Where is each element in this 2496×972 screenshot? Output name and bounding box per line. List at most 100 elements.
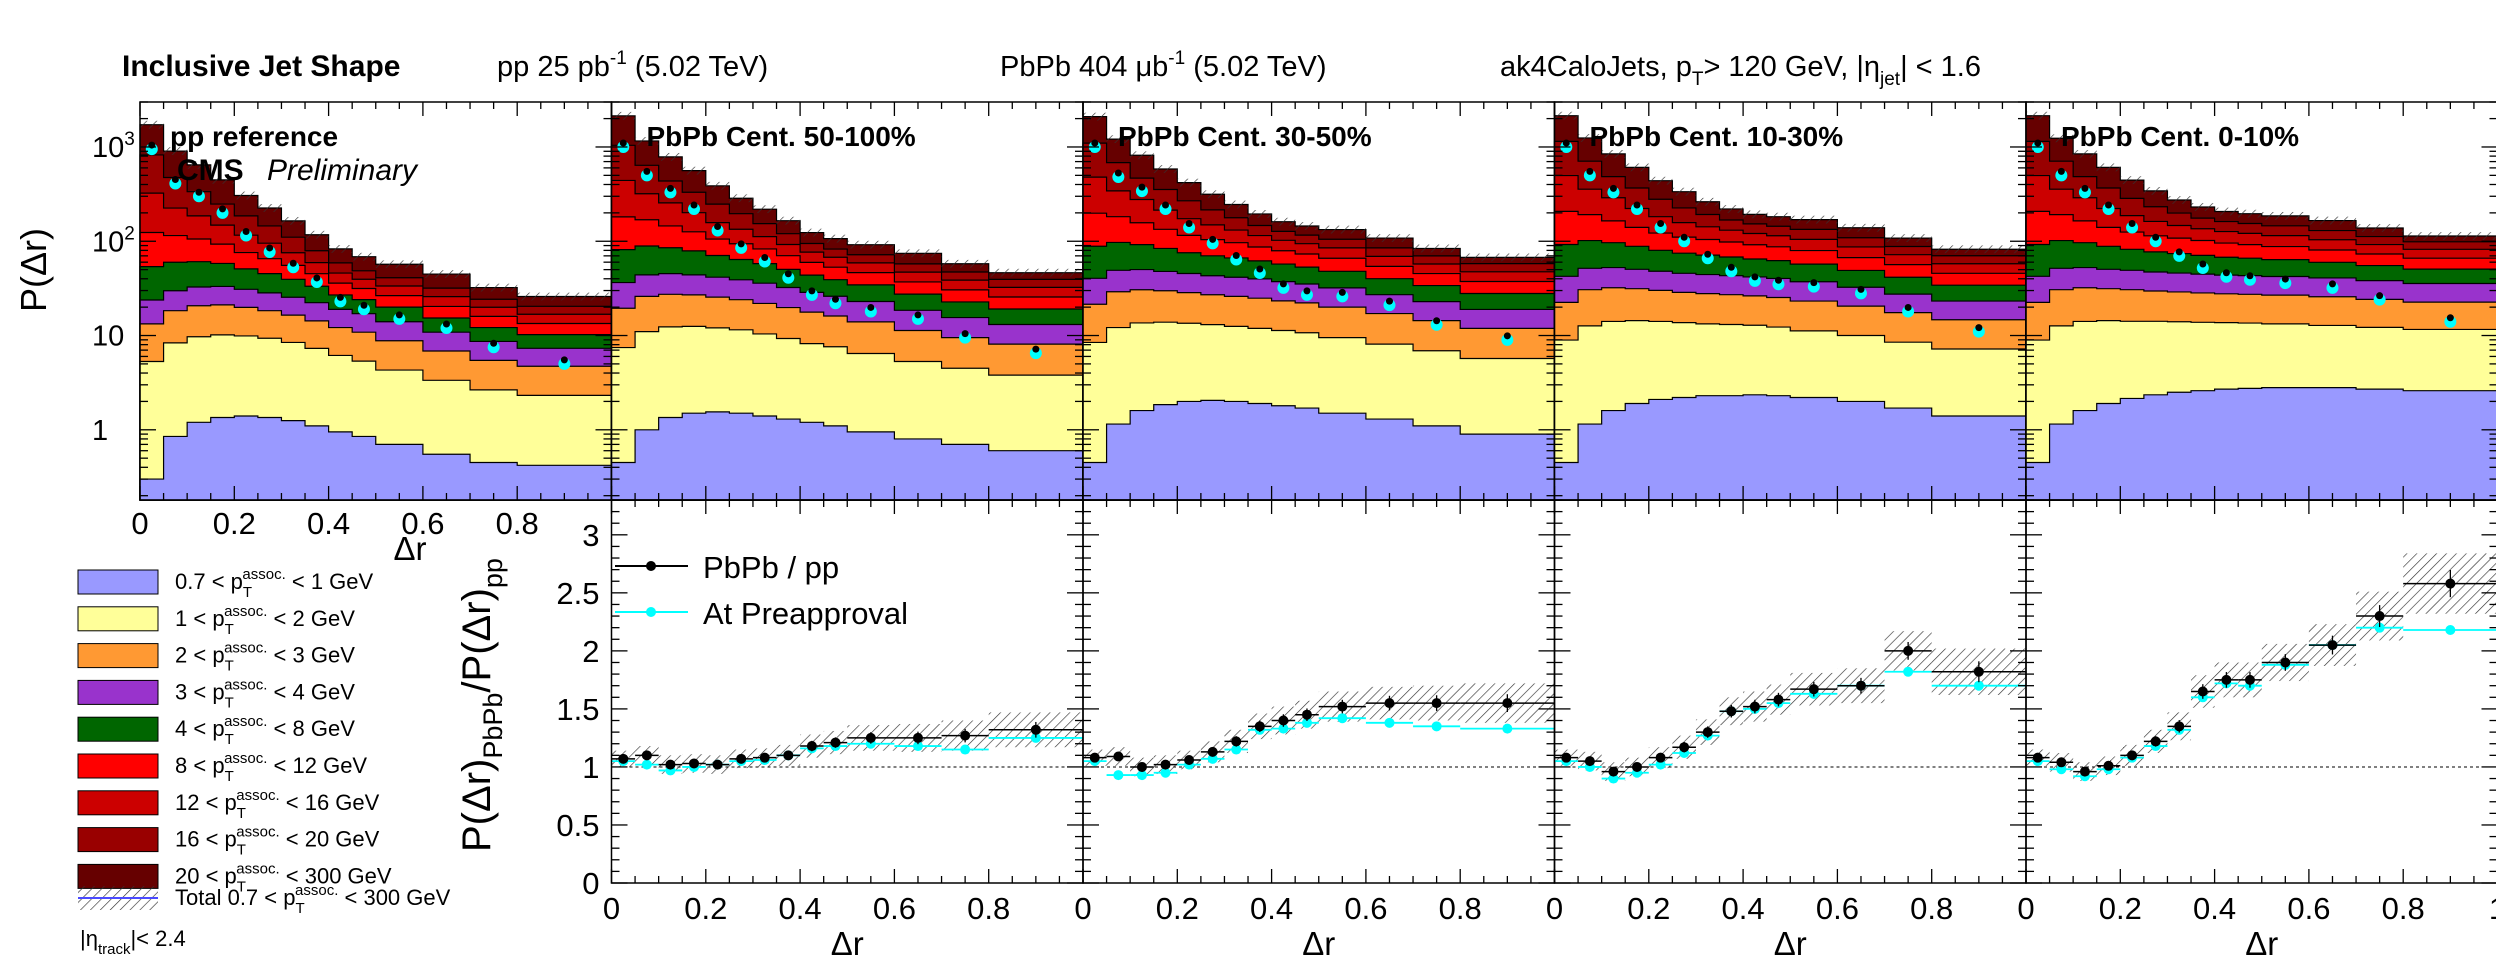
total-syst-band	[163, 147, 188, 155]
ratio-panels: 0 0.2 0.4 0.6 0.8 Δr 0 0.2 0.4 0.6 0.8 Δr 0 0.2 0.4 0.6…	[556, 499, 2496, 962]
data-point	[1609, 184, 1617, 192]
preapproval-point	[1431, 721, 1442, 732]
total-syst-band	[611, 111, 636, 120]
ratio-point	[2197, 686, 2208, 697]
ratio-y-tick-label: 0.5	[556, 808, 599, 843]
legend-label: 3 < pTassoc. < 4 GeV	[175, 676, 355, 711]
ratio-point	[865, 732, 876, 743]
ratio-point	[1113, 751, 1124, 762]
ratio-point	[2445, 578, 2456, 589]
y-tick-label: 102	[92, 223, 135, 258]
total-syst-band	[2143, 186, 2168, 195]
ratio-x-axis-label: Δr	[831, 925, 864, 962]
total-syst-band	[1271, 217, 1296, 226]
total-syst-band	[1648, 176, 1673, 185]
preapproval-point	[2445, 624, 2456, 635]
data-point	[2246, 272, 2254, 280]
data-point	[1904, 303, 1912, 311]
ratio-x-tick-label: 0	[1546, 891, 1563, 926]
data-point	[266, 244, 274, 252]
ratio-x-tick-label: 0	[603, 891, 620, 926]
ratio-point	[759, 752, 770, 763]
total-syst-band	[635, 137, 659, 145]
total-syst-band	[752, 205, 777, 214]
stack-component-0-panel-3	[1553, 394, 2027, 501]
data-point	[1114, 169, 1122, 177]
ratio-point	[1301, 709, 1312, 720]
ratio-x-tick-label: 0.8	[2382, 891, 2425, 926]
pbpb-luminosity: PbPb 404 μb-1 (5.02 TeV)	[1000, 48, 1327, 83]
data-point	[336, 293, 344, 301]
total-syst-band	[234, 191, 258, 200]
top-x-tick-label: 0.6	[401, 506, 444, 541]
data-point	[1774, 276, 1782, 284]
ratio-point	[618, 753, 629, 764]
total-syst-band	[2191, 203, 2215, 211]
panel-label: PbPb Cent. 10-30%	[1590, 121, 1844, 152]
ratio-point	[2150, 736, 2161, 747]
total-syst-band	[140, 120, 164, 129]
data-point	[313, 274, 321, 282]
total-syst-band	[1672, 187, 1696, 196]
ratio-panel-1: 0 0.2 0.4 0.6 0.8 Δr	[603, 499, 1084, 962]
data-point	[1586, 167, 1594, 175]
data-point	[2175, 248, 2183, 256]
ratio-point	[1278, 715, 1289, 726]
total-syst-band	[1106, 135, 1131, 144]
total-syst-band	[210, 175, 235, 184]
preapproval-point	[1655, 759, 1666, 770]
total-syst-band	[1224, 200, 1249, 209]
ratio-point	[2327, 640, 2338, 651]
data-point	[2081, 184, 2089, 192]
pp-luminosity: pp 25 pb-1 (5.02 TeV)	[497, 48, 768, 83]
total-syst-band	[2261, 211, 2309, 220]
cms-label: CMS	[177, 154, 244, 187]
ratio-point	[2280, 657, 2291, 668]
data-point	[1032, 345, 1040, 353]
legend-label: 12 < pTassoc. < 16 GeV	[175, 787, 380, 822]
ratio-y-tick-label: 2.5	[556, 576, 599, 611]
data-point	[1338, 288, 1346, 296]
data-point	[2152, 233, 2160, 241]
total-syst-band	[1200, 190, 1225, 199]
legend-label-total: Total 0.7 < pTassoc. < 300 GeV	[175, 882, 451, 917]
ratio-point	[1431, 698, 1442, 709]
top-x-tick-label: 0	[131, 506, 148, 541]
ratio-x-tick-label: 0.6	[1816, 891, 1859, 926]
legend-label: 1 < pTassoc. < 2 GeV	[175, 603, 355, 638]
data-point	[961, 330, 969, 338]
data-point	[2446, 314, 2454, 322]
total-syst-band	[352, 252, 376, 261]
ratio-x-tick-label: 0	[2017, 891, 2034, 926]
top-panel-4: PbPb Cent. 0-10%	[2025, 101, 2496, 501]
total-syst-band	[2120, 176, 2144, 185]
ratio-point	[2174, 721, 2185, 732]
ratio-point	[2127, 750, 2138, 761]
total-syst-band	[305, 230, 329, 239]
ratio-panel-3: 0 0.2 0.4 0.6 0.8 Δr	[1546, 499, 2027, 962]
ratio-point	[1608, 766, 1619, 777]
total-syst-band	[658, 152, 683, 161]
panel-label: PbPb Cent. 0-10%	[2061, 121, 2299, 152]
ratio-point	[1231, 736, 1242, 747]
ratio-point	[1808, 684, 1819, 695]
total-syst-band	[1931, 245, 2026, 254]
preapproval-point	[1278, 723, 1289, 734]
preapproval-point	[1502, 723, 1513, 734]
ratio-x-tick-label: 0.2	[2099, 891, 2142, 926]
legend-entry-8: 20 < pTassoc. < 300 GeV	[77, 860, 392, 895]
legend-swatch	[77, 753, 159, 779]
data-point	[2328, 280, 2336, 288]
ratio-x-axis-label: Δr	[1302, 925, 1335, 962]
ratio-point	[2374, 611, 2385, 622]
ratio-point	[1561, 752, 1572, 763]
total-syst-band	[2308, 216, 2357, 225]
ratio-y-tick-label: 1	[582, 750, 599, 785]
data-point	[2376, 292, 2384, 300]
total-syst-band	[1837, 223, 1885, 232]
total-syst-band	[1766, 212, 1791, 221]
data-point	[360, 301, 368, 309]
data-point	[490, 339, 498, 347]
stack-component-0-panel-4	[2025, 387, 2496, 501]
